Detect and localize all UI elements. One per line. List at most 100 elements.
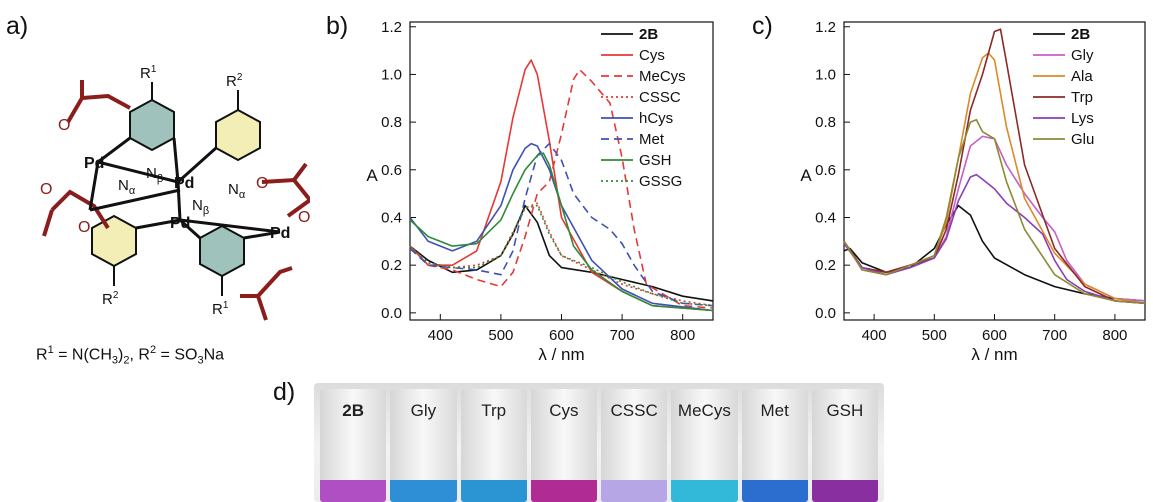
- r1-label: R1: [140, 64, 157, 82]
- vial-label: CSSC: [610, 401, 658, 420]
- vial-row: 2B Gly Trp Cys CSSC MeCys Met GSH: [320, 389, 878, 502]
- vial-solution: [671, 480, 738, 502]
- vial-solution: [390, 480, 457, 502]
- y-tick-label: 1.0: [815, 66, 836, 83]
- legend-label: hCys: [639, 110, 673, 127]
- series-line-2b: [843, 204, 1146, 302]
- vial-solution: [601, 480, 668, 502]
- vial: GSH: [811, 389, 878, 502]
- series-line-cssc: [409, 202, 714, 307]
- y-axis-label: A: [366, 166, 378, 185]
- x-tick-label: 400: [862, 327, 887, 344]
- x-tick-label: 400: [428, 327, 453, 344]
- nitrogen-labels: Nα Nβ Nβ Nα: [118, 165, 246, 217]
- series-line-gssg: [409, 204, 714, 307]
- series-line-glu: [843, 118, 1146, 305]
- x-tick-label: 700: [1042, 327, 1067, 344]
- series-line-ala: [843, 52, 1146, 305]
- vial-label: GSH: [826, 401, 864, 420]
- oxygen-atom: O: [256, 175, 268, 192]
- vial: Gly: [390, 389, 457, 502]
- legend-label: Met: [639, 131, 665, 148]
- series-line-hcys: [409, 142, 714, 312]
- vial: MeCys: [671, 389, 738, 502]
- legend-label: GSH: [639, 152, 672, 169]
- n-beta-label: Nβ: [146, 165, 163, 185]
- n-beta-label: Nβ: [192, 197, 209, 217]
- legend-label: Lys: [1071, 110, 1094, 127]
- legend-label: Glu: [1071, 131, 1094, 148]
- molecule-structure: Pd Pd Pd Pd O O O O O O Nα Nβ Nβ Nα R1 R…: [40, 64, 310, 321]
- vial-label: Trp: [481, 401, 507, 420]
- r2-label: R2: [226, 72, 243, 90]
- series-line-trp: [843, 28, 1146, 305]
- x-axis-label: λ / nm: [971, 345, 1017, 364]
- vial: Trp: [460, 389, 527, 502]
- aryl-ring-top-right: [215, 90, 261, 162]
- y-axis-label: A: [800, 166, 812, 185]
- x-tick-label: 700: [610, 327, 635, 344]
- vial-label: Gly: [410, 401, 437, 420]
- y-tick-label: 0.8: [381, 114, 402, 131]
- atom-labels: Pd Pd Pd Pd: [84, 155, 290, 242]
- chart-b: 0.0 0.2 0.4 0.6 0.8 1.0 1.2 400 500 600 700 800 Aλ /…: [366, 19, 714, 364]
- series-line-lys: [843, 173, 1146, 305]
- aryl-ring-bottom-left: [91, 214, 137, 286]
- legend-label: CSSC: [639, 89, 681, 106]
- panel-label-a: a): [6, 12, 29, 40]
- panel-label-d: d): [273, 378, 296, 406]
- panel-label-c: c): [752, 12, 773, 40]
- pd-atom-1: Pd: [84, 155, 104, 172]
- x-tick-label: 600: [549, 327, 574, 344]
- vial-solution: [320, 480, 387, 502]
- y-tick-label: 0.6: [815, 162, 836, 179]
- series-line-gsh: [409, 152, 714, 312]
- x-tick-label: 500: [488, 327, 513, 344]
- series-line-mecys: [409, 68, 714, 309]
- series-line-met: [409, 142, 714, 307]
- vial-label: Cys: [549, 401, 579, 420]
- legend-label: Gly: [1071, 47, 1094, 64]
- y-tick-label: 0.8: [815, 114, 836, 131]
- chart-c: 0.0 0.2 0.4 0.6 0.8 1.0 1.2 400 500 600 700 800 Aλ /…: [800, 19, 1146, 364]
- pd-atom-4: Pd: [270, 225, 290, 242]
- vial-solution: [741, 480, 808, 502]
- x-tick-label: 800: [670, 327, 695, 344]
- vial-label: Met: [760, 401, 789, 420]
- y-tick-label: 0.2: [815, 257, 836, 274]
- pd-framework: [88, 136, 281, 240]
- legend-label: Trp: [1071, 89, 1093, 106]
- legend-label: 2B: [1071, 26, 1090, 43]
- x-axis-label: λ / nm: [538, 345, 584, 364]
- oxygen-atom: O: [40, 181, 52, 198]
- vial: 2B: [320, 389, 387, 502]
- plot-frame: [843, 21, 1146, 321]
- y-tick-label: 0.4: [815, 209, 836, 226]
- pd-atom-2: Pd: [174, 175, 194, 192]
- x-tick-label: 500: [922, 327, 947, 344]
- y-tick-label: 0.0: [381, 305, 402, 322]
- substituent-labels: R1 R2 R2 R1: [102, 64, 243, 318]
- y-tick-label: 0.2: [381, 257, 402, 274]
- vial-solution: [530, 480, 597, 502]
- vial-photo: 2B Gly Trp Cys CSSC MeCys Met GSH: [314, 383, 884, 502]
- substituent-formula: R1 = N(CH3)2, R2 = SO3Na: [36, 344, 225, 367]
- y-tick-label: 0.4: [381, 209, 402, 226]
- acetate-bridges: [42, 80, 310, 321]
- legend-label: Cys: [639, 47, 665, 64]
- legend-label: GSSG: [639, 173, 682, 190]
- y-tick-label: 1.2: [815, 19, 836, 36]
- r1-label: R1: [212, 300, 229, 318]
- vial-label: 2B: [342, 401, 364, 420]
- oxygen-labels: O O O O O O: [40, 117, 310, 236]
- r2-label: R2: [102, 290, 119, 308]
- legend-label: 2B: [639, 26, 658, 43]
- y-tick-label: 1.0: [381, 66, 402, 83]
- panel-label-b: b): [326, 12, 349, 40]
- aryl-ring-bottom-right: [199, 224, 245, 296]
- legend-label: Ala: [1071, 68, 1093, 85]
- n-alpha-label: Nα: [228, 181, 246, 201]
- x-tick-label: 800: [1102, 327, 1127, 344]
- y-tick-label: 1.2: [381, 19, 402, 36]
- vial: Cys: [530, 389, 597, 502]
